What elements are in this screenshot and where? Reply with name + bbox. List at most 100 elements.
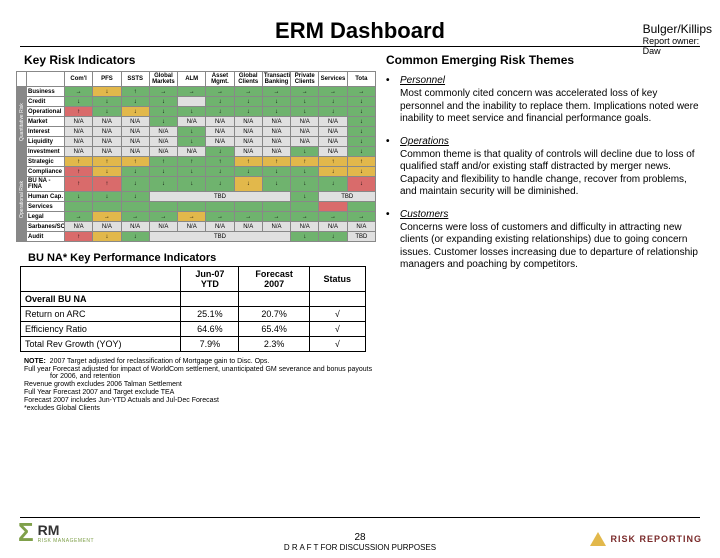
kri-cell: ↓ xyxy=(347,97,375,107)
kpi-cell: 65.4% xyxy=(239,322,310,337)
kri-cell: ↓ xyxy=(234,97,262,107)
kri-cell xyxy=(206,202,234,212)
kri-cell: → xyxy=(319,212,347,222)
kri-cell: → xyxy=(291,87,319,97)
kri-cell: ↓ xyxy=(347,117,375,127)
page-number: 28 xyxy=(0,532,720,543)
draft-label: D R A F T FOR DISCUSSION PURPOSES xyxy=(0,543,720,552)
kri-cell: ↓ xyxy=(347,107,375,117)
kri-cell: ↓ xyxy=(178,167,206,177)
kri-row-label: Operational xyxy=(27,107,65,117)
kri-cell xyxy=(149,202,177,212)
kri-cell: ↓ xyxy=(149,97,177,107)
kri-cell: ↑ xyxy=(65,157,93,167)
kri-cell: N/A xyxy=(234,137,262,147)
kri-cell xyxy=(93,202,121,212)
kpi-cell: Total Rev Growth (YOY) xyxy=(21,337,181,352)
kri-cell: N/A xyxy=(234,117,262,127)
kri-cell: TBD xyxy=(149,192,290,202)
kri-cell: ↓ xyxy=(206,107,234,117)
kri-cell: N/A xyxy=(93,117,121,127)
kri-cell xyxy=(319,202,347,212)
kri-row-label: BU NA - FINA xyxy=(27,177,65,192)
theme-item: •CustomersConcerns were loss of customer… xyxy=(386,209,704,272)
theme-text: Common theme is that quality of controls… xyxy=(400,149,704,199)
kpi-cell: √ xyxy=(310,307,366,322)
kri-cell: N/A xyxy=(262,127,290,137)
kri-cell: ↑ xyxy=(65,107,93,117)
kri-cell: ↓ xyxy=(262,177,290,192)
kri-cell: ↓ xyxy=(234,107,262,117)
kri-cell: ↓ xyxy=(319,107,347,117)
kri-cell: N/A xyxy=(149,127,177,137)
kpi-title: BU NA* Key Performance Indicators xyxy=(28,252,376,264)
kri-cell: ↓ xyxy=(262,97,290,107)
kri-cell: → xyxy=(291,212,319,222)
themes-list: •PersonnelMost commonly cited concern wa… xyxy=(386,75,704,272)
kri-cell xyxy=(262,202,290,212)
kri-row-label: Legal xyxy=(27,212,65,222)
kpi-cell: 2.3% xyxy=(239,337,310,352)
theme-text: Concerns were loss of customers and diff… xyxy=(400,222,704,272)
kri-cell: ↓ xyxy=(262,107,290,117)
theme-item: •OperationsCommon theme is that quality … xyxy=(386,136,704,199)
kri-cell: TBD xyxy=(149,232,290,242)
kri-cell: N/A xyxy=(178,222,206,232)
kri-cell: ↑ xyxy=(347,157,375,167)
kpi-cell xyxy=(239,292,310,307)
kri-cell: ↑ xyxy=(234,157,262,167)
kri-cell: ↓ xyxy=(93,97,121,107)
kri-row-label: Services xyxy=(27,202,65,212)
kri-cell: → xyxy=(149,87,177,97)
kri-cell: N/A xyxy=(121,147,149,157)
kri-cell: ↓ xyxy=(347,137,375,147)
kri-cell: ↓ xyxy=(121,232,149,242)
kri-row-label: Sarbanes/SOX xyxy=(27,222,65,232)
kri-cell: ↓ xyxy=(121,107,149,117)
title-rule xyxy=(20,46,700,47)
theme-heading: Personnel xyxy=(400,75,445,86)
kpi-table: Jun-07YTDForecast2007StatusOverall BU NA… xyxy=(20,266,366,352)
kri-cell: ↓ xyxy=(291,167,319,177)
kri-cell: ↓ xyxy=(178,177,206,192)
kri-cell: → xyxy=(149,212,177,222)
kri-cell: ↓ xyxy=(93,232,121,242)
kpi-header: Forecast2007 xyxy=(239,267,310,292)
kri-cell: → xyxy=(65,212,93,222)
kpi-cell: Efficiency Ratio xyxy=(21,322,181,337)
kri-cell: ↓ xyxy=(93,87,121,97)
kri-col: SSTS xyxy=(121,72,149,87)
kri-cell: → xyxy=(347,87,375,97)
kri-cell: → xyxy=(178,87,206,97)
kri-cell: → xyxy=(93,212,121,222)
kri-cell xyxy=(121,202,149,212)
footer: 28 D R A F T FOR DISCUSSION PURPOSES xyxy=(0,532,720,552)
kri-cell: N/A xyxy=(319,117,347,127)
kri-cell: N/A xyxy=(234,147,262,157)
kri-cell: ↑ xyxy=(262,157,290,167)
kri-cell: ↓ xyxy=(291,192,319,202)
kri-cell: N/A xyxy=(347,222,375,232)
kri-cell: → xyxy=(234,212,262,222)
kri-cell: → xyxy=(234,87,262,97)
kri-cell: N/A xyxy=(291,127,319,137)
kri-cell: ↓ xyxy=(93,107,121,117)
kri-cell: ↓ xyxy=(149,107,177,117)
kri-cell: → xyxy=(262,212,290,222)
kri-row-label: Investment xyxy=(27,147,65,157)
kri-cell: N/A xyxy=(149,222,177,232)
kri-cell: ↓ xyxy=(319,167,347,177)
kri-cell: ↓ xyxy=(65,97,93,107)
kri-cell: N/A xyxy=(319,127,347,137)
note-line: Full Year Forecast 2007 and Target exclu… xyxy=(50,389,376,396)
kri-cell: ↓ xyxy=(319,97,347,107)
kri-row-label: Compliance xyxy=(27,167,65,177)
kri-col: Tota xyxy=(347,72,375,87)
kri-cell: ↑ xyxy=(178,157,206,167)
theme-heading: Operations xyxy=(400,136,449,147)
header-owner: Bulger/Killips Report owner: Daw xyxy=(643,22,712,56)
kri-cell: ↑ xyxy=(121,87,149,97)
kri-cell: ↓ xyxy=(234,167,262,177)
kpi-cell xyxy=(310,292,366,307)
theme-item: •PersonnelMost commonly cited concern wa… xyxy=(386,75,704,126)
